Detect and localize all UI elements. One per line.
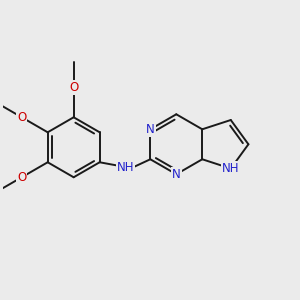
Text: O: O: [17, 171, 26, 184]
Text: O: O: [69, 81, 78, 94]
Text: O: O: [17, 111, 26, 124]
Text: N: N: [172, 168, 181, 181]
Text: NH: NH: [222, 162, 239, 175]
Text: N: N: [146, 123, 155, 136]
Text: NH: NH: [117, 161, 134, 174]
